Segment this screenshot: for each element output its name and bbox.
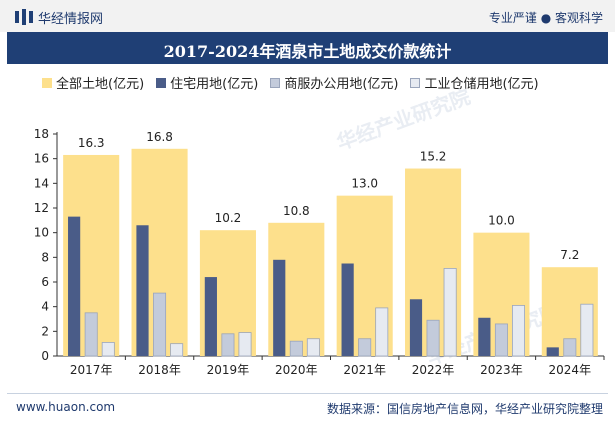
y-tick-label: 18 <box>34 127 49 141</box>
legend-item-residential: 住宅用地(亿元) <box>156 73 258 92</box>
y-tick-label: 16 <box>34 152 49 166</box>
y-tick-label: 4 <box>41 300 49 314</box>
data-label-all-land: 10.8 <box>283 204 310 218</box>
footer-divider <box>7 393 608 394</box>
x-tick-label: 2022年 <box>412 363 455 377</box>
bar-industrial <box>443 268 457 357</box>
watermark-text: 华经产业研究院 <box>334 84 474 154</box>
legend-item-industrial: 工业仓储用地(亿元) <box>410 73 539 92</box>
bar-residential <box>136 225 149 356</box>
bar-industrial <box>238 332 252 357</box>
chart-title: 2017-2024年酒泉市土地成交价款统计 <box>163 42 452 61</box>
x-tick-label: 2019年 <box>207 363 250 377</box>
footer-source: 数据来源：国信房地产信息网，华经产业研究院整理 <box>326 402 603 416</box>
bar-residential <box>546 347 559 356</box>
data-label-all-land: 16.3 <box>78 136 105 150</box>
y-tick-label: 2 <box>41 324 49 338</box>
bar-residential <box>68 216 81 356</box>
bar-commercial <box>289 340 303 357</box>
huajing-logo-icon <box>15 9 33 25</box>
bar-commercial <box>84 312 98 357</box>
x-tick-label: 2021年 <box>343 363 386 377</box>
bar-industrial <box>101 342 115 357</box>
legend-label-all-land: 全部土地(亿元) <box>56 77 145 92</box>
data-label-all-land: 10.0 <box>488 214 515 228</box>
bar-residential <box>273 259 286 356</box>
data-label-all-land: 15.2 <box>420 150 447 164</box>
bar-industrial <box>580 303 594 357</box>
bar-residential <box>204 277 217 356</box>
y-tick-label: 0 <box>41 349 49 363</box>
bar-commercial <box>358 338 372 357</box>
title-bar: 2017-2024年酒泉市土地成交价款统计 <box>7 32 608 64</box>
x-tick-label: 2017年 <box>70 363 113 377</box>
legend-swatch-residential <box>156 77 167 88</box>
top-bar: 华经情报网 专业严谨 ● 客观科学 <box>0 0 615 32</box>
bar-residential <box>478 317 491 356</box>
bar-commercial <box>221 333 235 357</box>
data-label-all-land: 10.2 <box>215 211 242 225</box>
bar-residential <box>341 263 354 356</box>
y-tick-label: 12 <box>34 201 49 215</box>
bar-industrial <box>375 307 389 357</box>
data-label-all-land: 13.0 <box>351 177 378 191</box>
y-tick-label: 10 <box>34 226 49 240</box>
chart-legend: 全部土地(亿元) 住宅用地(亿元) 商服办公用地(亿元) 工业仓储用地(亿元) <box>42 73 539 92</box>
legend-label-industrial: 工业仓储用地(亿元) <box>424 77 539 92</box>
legend-label-commercial: 商服办公用地(亿元) <box>284 77 399 92</box>
bar-industrial <box>512 305 525 357</box>
x-tick-label: 2023年 <box>480 363 523 377</box>
bar-commercial <box>563 338 577 357</box>
x-tick-label: 2018年 <box>138 363 181 377</box>
data-label-all-land: 16.8 <box>146 130 173 144</box>
legend-swatch-industrial <box>410 77 421 88</box>
brand-name: 华经情报网 <box>38 12 104 27</box>
bar-commercial <box>494 323 508 357</box>
legend-swatch-all-land <box>42 77 52 88</box>
x-tick-label: 2024年 <box>549 363 592 377</box>
legend-label-residential: 住宅用地(亿元) <box>170 77 259 92</box>
bar-commercial <box>153 292 167 357</box>
tagline: 专业严谨 ● 客观科学 <box>488 11 603 25</box>
x-tick-label: 2020年 <box>275 363 318 377</box>
legend-swatch-commercial <box>270 77 281 88</box>
y-tick-label: 8 <box>41 250 49 264</box>
y-tick-label: 6 <box>41 275 49 289</box>
bar-commercial <box>426 319 440 357</box>
y-tick-label: 14 <box>34 176 49 190</box>
bar-industrial <box>170 343 184 357</box>
legend-item-commercial: 商服办公用地(亿元) <box>270 73 398 92</box>
footer-website: www.huaon.com <box>16 400 116 414</box>
data-label-all-land: 7.2 <box>560 248 579 262</box>
bar-industrial <box>306 338 320 357</box>
bar-residential <box>409 299 423 356</box>
legend-item-all-land: 全部土地(亿元) <box>42 73 144 92</box>
bar-chart: 华经产业研究院华经产业研究院0246810121416182017年16.320… <box>34 84 605 377</box>
